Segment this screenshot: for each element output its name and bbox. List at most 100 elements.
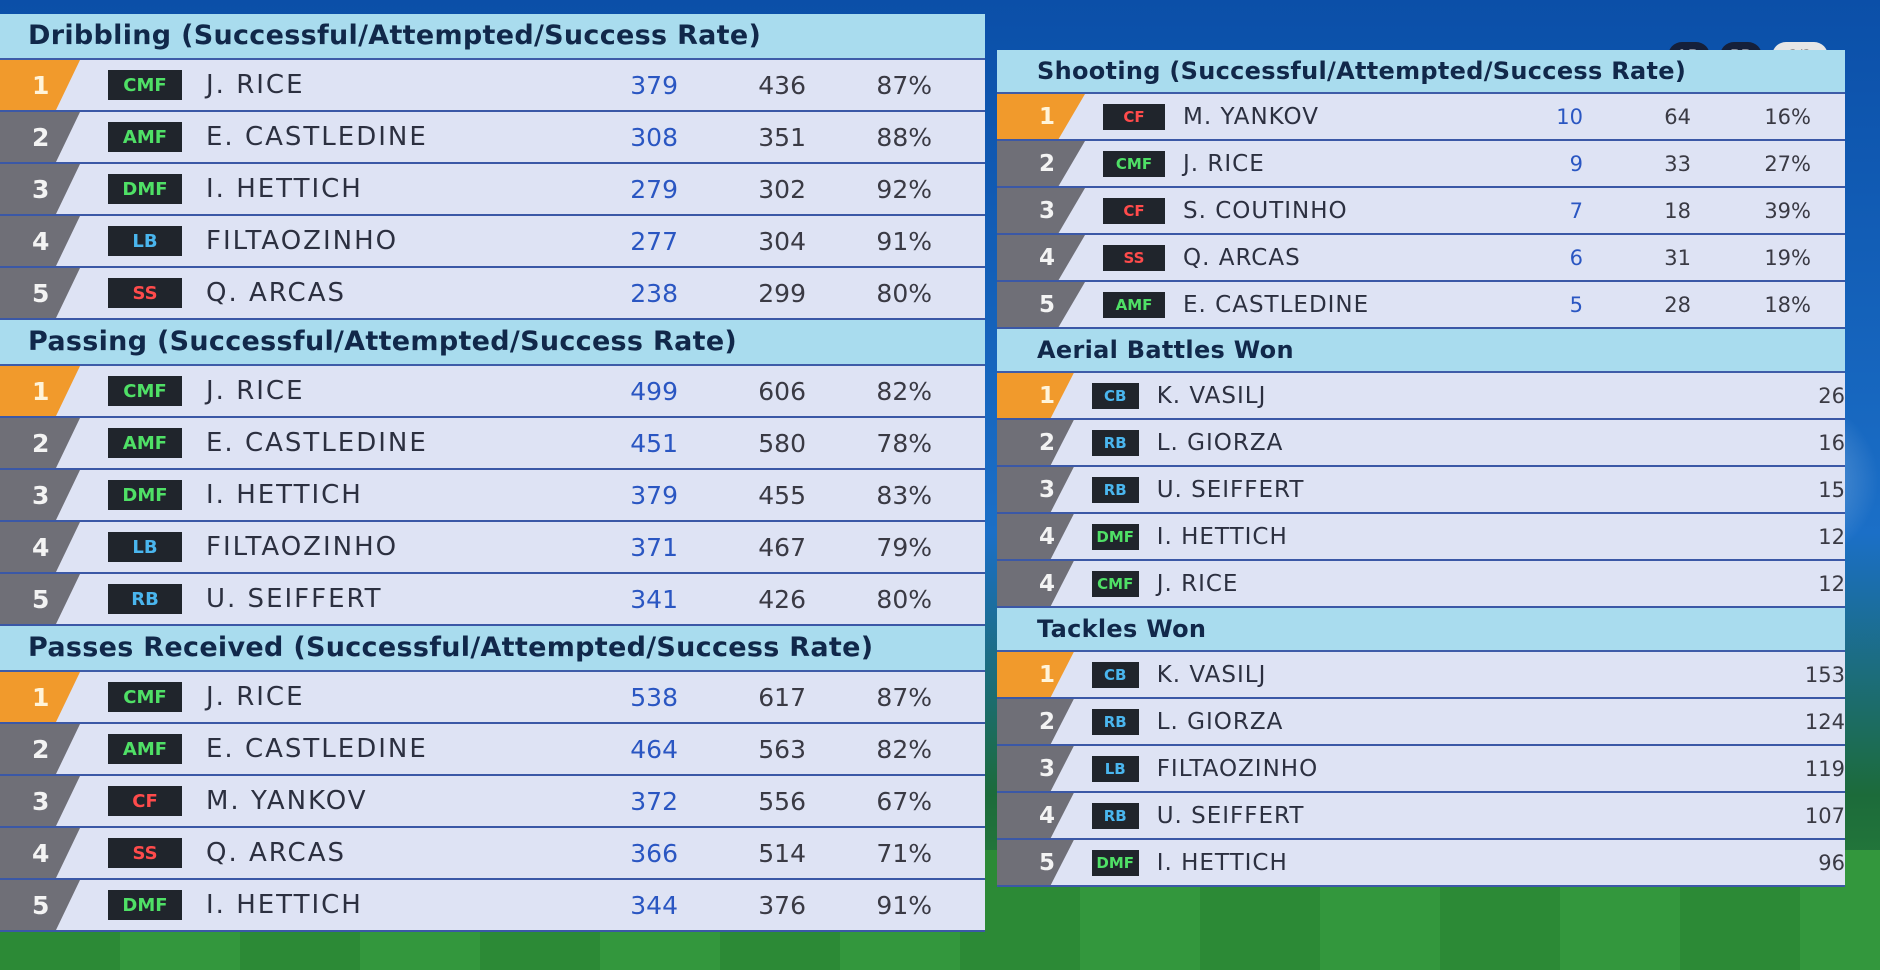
stat-value: 119 bbox=[1804, 756, 1845, 781]
table-row[interactable]: 3 RB U. SEIFFERT 15 bbox=[997, 467, 1845, 514]
position-badge: CB bbox=[1091, 661, 1139, 688]
passes-received-panel: Passes Received (Successful/Attempted/Su… bbox=[0, 626, 985, 932]
successful-value: 379 bbox=[630, 480, 678, 510]
player-name: I. HETTICH bbox=[1156, 849, 1288, 876]
rank-label: 4 bbox=[997, 793, 1074, 838]
position-badge: LB bbox=[108, 532, 182, 562]
table-row[interactable]: 5 DMF I. HETTICH 96 bbox=[997, 840, 1845, 887]
table-row[interactable]: 3 DMF I. HETTICH 379 455 83% bbox=[0, 470, 985, 522]
rank-label: 3 bbox=[0, 470, 80, 520]
table-row[interactable]: 1 CF M. YANKOV 10 64 16% bbox=[997, 94, 1845, 141]
position-badge: LB bbox=[1091, 755, 1139, 782]
position-badge: CB bbox=[1091, 382, 1139, 409]
position-badge: RB bbox=[108, 584, 182, 614]
successful-value: 308 bbox=[630, 122, 678, 152]
player-name: E. CASTLEDINE bbox=[1183, 291, 1370, 318]
player-name: M. YANKOV bbox=[206, 786, 368, 816]
passing-title: Passing (Successful/Attempted/Success Ra… bbox=[0, 320, 985, 366]
table-row[interactable]: 4 CMF J. RICE 12 bbox=[997, 561, 1845, 608]
position-badge: CF bbox=[1103, 103, 1165, 130]
table-row[interactable]: 1 CMF J. RICE 379 436 87% bbox=[0, 60, 985, 112]
stat-value: 107 bbox=[1804, 803, 1845, 828]
successful-value: 464 bbox=[630, 734, 678, 764]
attempted-value: 467 bbox=[758, 532, 806, 562]
table-row[interactable]: 5 AMF E. CASTLEDINE 5 28 18% bbox=[997, 282, 1845, 329]
table-row[interactable]: 2 AMF E. CASTLEDINE 451 580 78% bbox=[0, 418, 985, 470]
player-name: E. CASTLEDINE bbox=[206, 734, 428, 764]
position-badge: SS bbox=[108, 838, 182, 868]
rank-label: 2 bbox=[0, 112, 80, 162]
attempted-value: 33 bbox=[1664, 151, 1691, 176]
player-name: J. RICE bbox=[206, 70, 305, 100]
position-badge: AMF bbox=[108, 428, 182, 458]
table-row[interactable]: 1 CMF J. RICE 538 617 87% bbox=[0, 672, 985, 724]
player-name: I. HETTICH bbox=[1156, 523, 1288, 550]
position-badge: CMF bbox=[1091, 570, 1139, 597]
table-row[interactable]: 4 LB FILTAOZINHO 371 467 79% bbox=[0, 522, 985, 574]
aerial-title: Aerial Battles Won bbox=[997, 329, 1845, 373]
dribbling-panel: Dribbling (Successful/Attempted/Success … bbox=[0, 14, 985, 320]
position-badge: CMF bbox=[108, 70, 182, 100]
table-row[interactable]: 1 CB K. VASILJ 153 bbox=[997, 652, 1845, 699]
rank-label: 3 bbox=[997, 746, 1074, 791]
stat-value: 16 bbox=[1818, 430, 1845, 455]
rank-label: 2 bbox=[0, 418, 80, 468]
rank-label: 5 bbox=[997, 282, 1085, 327]
table-row[interactable]: 5 SS Q. ARCAS 238 299 80% bbox=[0, 268, 985, 320]
position-badge: RB bbox=[1091, 708, 1139, 735]
table-row[interactable]: 4 SS Q. ARCAS 366 514 71% bbox=[0, 828, 985, 880]
success-rate-value: 87% bbox=[876, 682, 932, 712]
table-row[interactable]: 3 DMF I. HETTICH 279 302 92% bbox=[0, 164, 985, 216]
rank-label: 2 bbox=[0, 724, 80, 774]
table-row[interactable]: 5 RB U. SEIFFERT 341 426 80% bbox=[0, 574, 985, 626]
position-badge: CF bbox=[1103, 197, 1165, 224]
rank-label: 2 bbox=[997, 420, 1074, 465]
player-name: S. COUTINHO bbox=[1183, 197, 1348, 224]
success-rate-value: 82% bbox=[876, 734, 932, 764]
position-badge: DMF bbox=[108, 890, 182, 920]
table-row[interactable]: 3 CF M. YANKOV 372 556 67% bbox=[0, 776, 985, 828]
rank-label: 1 bbox=[0, 60, 80, 110]
position-badge: DMF bbox=[1091, 523, 1139, 550]
attempted-value: 580 bbox=[758, 428, 806, 458]
success-rate-value: 80% bbox=[876, 278, 932, 308]
rank-label: 4 bbox=[997, 235, 1085, 280]
table-row[interactable]: 4 DMF I. HETTICH 12 bbox=[997, 514, 1845, 561]
attempted-value: 18 bbox=[1664, 198, 1691, 223]
table-row[interactable]: 1 CMF J. RICE 499 606 82% bbox=[0, 366, 985, 418]
table-row[interactable]: 3 CF S. COUTINHO 7 18 39% bbox=[997, 188, 1845, 235]
attempted-value: 31 bbox=[1664, 245, 1691, 270]
rank-label: 2 bbox=[997, 699, 1074, 744]
player-name: J. RICE bbox=[1156, 570, 1239, 597]
table-row[interactable]: 3 LB FILTAOZINHO 119 bbox=[997, 746, 1845, 793]
rank-label: 1 bbox=[997, 652, 1074, 697]
rank-label: 4 bbox=[997, 514, 1074, 559]
stat-value: 12 bbox=[1818, 524, 1845, 549]
successful-value: 9 bbox=[1569, 151, 1583, 176]
table-row[interactable]: 2 RB L. GIORZA 16 bbox=[997, 420, 1845, 467]
success-rate-value: 18% bbox=[1764, 292, 1811, 317]
position-badge: AMF bbox=[108, 122, 182, 152]
tackles-panel: Tackles Won 1 CB K. VASILJ 153 2 RB L. GIORZA 1… bbox=[997, 608, 1845, 887]
rank-label: 3 bbox=[997, 188, 1085, 233]
attempted-value: 28 bbox=[1664, 292, 1691, 317]
table-row[interactable]: 2 AMF E. CASTLEDINE 464 563 82% bbox=[0, 724, 985, 776]
successful-value: 341 bbox=[630, 584, 678, 614]
stat-value: 124 bbox=[1804, 709, 1845, 734]
successful-value: 344 bbox=[630, 890, 678, 920]
table-row[interactable]: 4 LB FILTAOZINHO 277 304 91% bbox=[0, 216, 985, 268]
successful-value: 379 bbox=[630, 70, 678, 100]
table-row[interactable]: 2 CMF J. RICE 9 33 27% bbox=[997, 141, 1845, 188]
success-rate-value: 71% bbox=[876, 838, 932, 868]
player-name: I. HETTICH bbox=[206, 890, 363, 920]
table-row[interactable]: 4 SS Q. ARCAS 6 31 19% bbox=[997, 235, 1845, 282]
table-row[interactable]: 4 RB U. SEIFFERT 107 bbox=[997, 793, 1845, 840]
table-row[interactable]: 1 CB K. VASILJ 26 bbox=[997, 373, 1845, 420]
table-row[interactable]: 2 AMF E. CASTLEDINE 308 351 88% bbox=[0, 112, 985, 164]
success-rate-value: 92% bbox=[876, 174, 932, 204]
success-rate-value: 80% bbox=[876, 584, 932, 614]
table-row[interactable]: 2 RB L. GIORZA 124 bbox=[997, 699, 1845, 746]
stat-value: 12 bbox=[1818, 571, 1845, 596]
rank-label: 4 bbox=[0, 828, 80, 878]
table-row[interactable]: 5 DMF I. HETTICH 344 376 91% bbox=[0, 880, 985, 932]
